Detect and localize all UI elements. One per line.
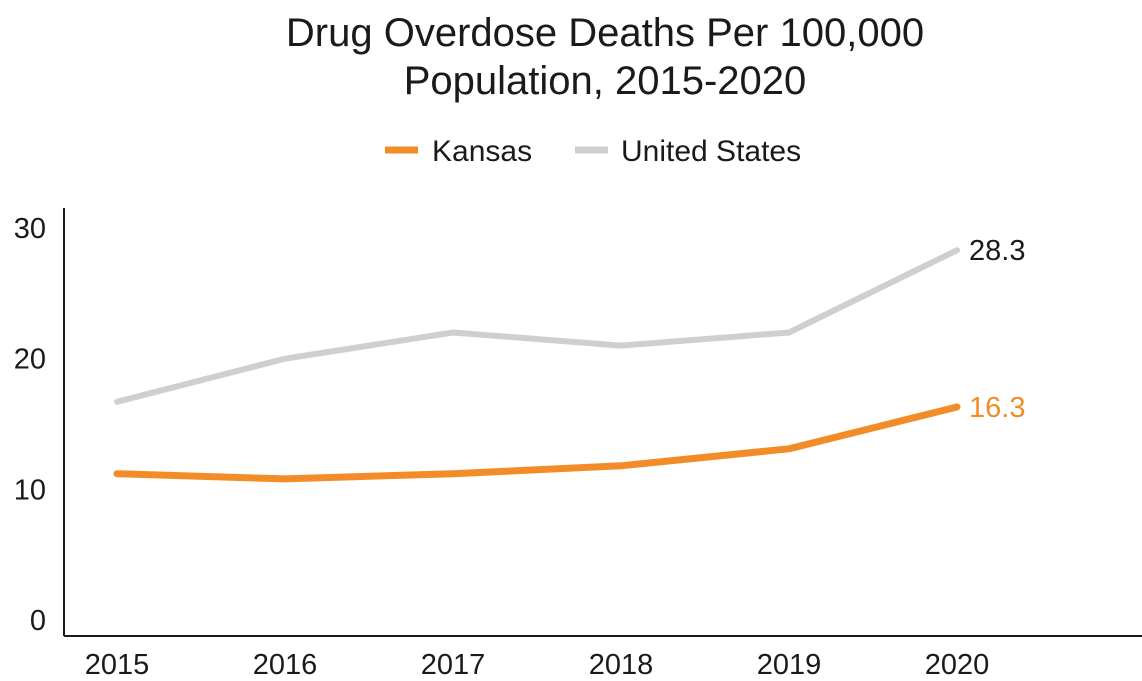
- end-labels: 16.3 28.3: [969, 235, 1025, 424]
- x-tick-label: 2016: [253, 649, 318, 681]
- x-tick-label: 2017: [421, 649, 486, 681]
- y-tick-label: 30: [14, 213, 46, 245]
- y-tick-label: 10: [14, 474, 46, 506]
- series-lines: [113, 247, 961, 483]
- x-tick-label: 2020: [925, 649, 990, 681]
- y-tick-label: 0: [30, 605, 46, 637]
- x-tick-label: 2019: [757, 649, 822, 681]
- chart-title-line-1: Drug Overdose Deaths Per 100,000: [286, 11, 924, 55]
- x-tick-label: 2015: [85, 649, 150, 681]
- end-label-united-states: 28.3: [969, 235, 1025, 267]
- x-tick-label: 2018: [589, 649, 654, 681]
- series-line-kansas: [113, 403, 961, 483]
- end-label-kansas: 16.3: [969, 392, 1025, 424]
- series-line-united-states: [114, 247, 960, 405]
- x-tick-labels: 2015 2016 2017 2018 2019 2020: [85, 649, 990, 681]
- legend: Kansas United States: [385, 135, 801, 168]
- chart-title-line-2: Population, 2015-2020: [404, 59, 807, 103]
- legend-label-united-states: United States: [621, 135, 801, 168]
- legend-label-kansas: Kansas: [432, 135, 532, 168]
- y-tick-label: 20: [14, 344, 46, 376]
- y-tick-labels: 0 10 20 30: [14, 213, 46, 637]
